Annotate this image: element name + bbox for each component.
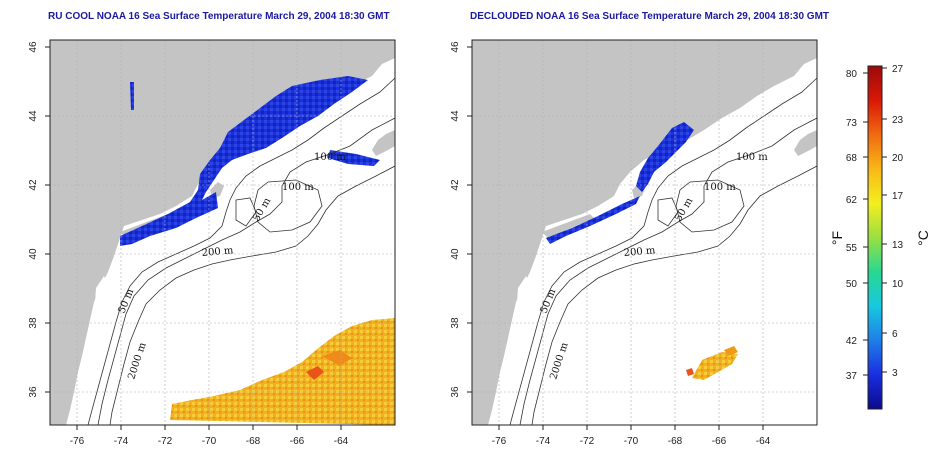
colorbar-c-tick: 13 — [892, 240, 904, 251]
colorbar-c-tick: 6 — [892, 329, 898, 340]
colorbar-c-tick: 20 — [892, 153, 904, 164]
colorbar-f-tick: 80 — [846, 69, 858, 80]
right-y-tick: 42 — [450, 179, 461, 191]
right-x-tick: -66 — [712, 436, 727, 447]
left-x-tick: -68 — [246, 436, 261, 447]
colorbar-celsius-label: °C — [915, 230, 931, 246]
colorbar-c-tick: 17 — [892, 191, 904, 202]
colorbar-c-tick: 3 — [892, 368, 898, 379]
right-cold-water-strip — [546, 196, 640, 244]
left-map-panel: 100 m 100 m 50 m 200 m 50 m 2000 m -76 -… — [28, 39, 396, 447]
right-contour-label: 100 m — [704, 182, 736, 193]
right-grid — [472, 40, 817, 425]
left-contours — [87, 77, 395, 425]
right-y-tick: 36 — [450, 386, 461, 398]
right-contours — [509, 77, 817, 425]
colorbar-c-tick: 10 — [892, 279, 904, 290]
right-map-panel: 100 m 100 m 50 m 200 m 50 m 2000 m -7 — [450, 39, 818, 447]
colorbar-f-tick: 42 — [846, 336, 858, 347]
colorbar-scale — [867, 65, 883, 410]
left-map-title: RU COOL NOAA 16 Sea Surface Temperature … — [48, 11, 390, 22]
colorbar-c-tick: 23 — [892, 115, 904, 126]
left-y-tick: 46 — [28, 41, 39, 53]
right-y-tick: 40 — [450, 248, 461, 260]
left-x-tick: -70 — [202, 436, 217, 447]
left-tick-marks — [45, 46, 342, 430]
left-x-tick: -64 — [334, 436, 349, 447]
right-x-tick: -64 — [756, 436, 771, 447]
right-warm-water — [692, 352, 738, 380]
right-contour-label: 100 m — [736, 152, 768, 163]
right-tick-marks — [467, 46, 764, 430]
right-contour-label: 200 m — [623, 245, 656, 259]
left-bay — [94, 276, 110, 330]
right-warm-core — [686, 368, 694, 376]
left-x-tick: -76 — [70, 436, 85, 447]
left-map-frame — [49, 39, 396, 426]
right-land-mainland — [472, 40, 817, 425]
right-y-tick: 38 — [450, 317, 461, 329]
left-contour-label: 100 m — [282, 182, 314, 193]
left-land-nova-scotia — [372, 130, 395, 156]
right-y-tick: 46 — [450, 41, 461, 53]
right-map-title: DECLOUDED NOAA 16 Sea Surface Temperatur… — [470, 11, 830, 22]
colorbar-fahrenheit-label: °F — [829, 231, 845, 245]
right-x-tick: -70 — [624, 436, 639, 447]
right-x-tick: -68 — [668, 436, 683, 447]
left-y-tick: 36 — [28, 386, 39, 398]
right-map-frame — [471, 39, 818, 426]
right-land-nova-scotia — [794, 130, 817, 156]
left-cold-water — [120, 76, 368, 246]
left-grid — [50, 40, 395, 425]
left-x-tick: -72 — [158, 436, 173, 447]
right-x-tick: -72 — [580, 436, 595, 447]
colorbar-c-tick: 27 — [892, 64, 904, 75]
left-contour-label: 200 m — [201, 245, 234, 259]
colorbar-f-tick: 73 — [846, 118, 858, 129]
right-y-tick: 44 — [450, 110, 461, 122]
right-x-tick: -76 — [492, 436, 507, 447]
left-cold-water-strip — [130, 82, 134, 110]
right-x-tick: -74 — [536, 436, 551, 447]
right-land-long-island — [542, 214, 594, 238]
left-y-tick: 38 — [28, 317, 39, 329]
colorbar-f-tick: 50 — [846, 279, 858, 290]
left-contour-label: 100 m — [314, 152, 346, 163]
left-x-tick: -66 — [290, 436, 305, 447]
colorbar-tick-marks — [863, 67, 887, 376]
left-warm-core — [306, 366, 324, 380]
left-y-tick: 42 — [28, 179, 39, 191]
colorbar-f-tick: 55 — [846, 243, 858, 254]
left-y-tick: 40 — [28, 248, 39, 260]
colorbar-f-tick: 68 — [846, 153, 858, 164]
colorbar-f-tick: 62 — [846, 195, 858, 206]
left-warm-spot — [322, 350, 352, 366]
right-warm-spot — [724, 346, 738, 356]
left-land-mainland — [50, 40, 395, 425]
colorbar-f-tick: 37 — [846, 371, 858, 382]
colorbar: 80 73 68 62 55 50 42 37 27 23 20 17 13 1… — [829, 64, 931, 410]
right-cold-water — [636, 122, 694, 192]
left-warm-water — [170, 318, 395, 425]
right-bay — [516, 276, 532, 330]
left-x-tick: -74 — [114, 436, 129, 447]
left-y-tick: 44 — [28, 110, 39, 122]
